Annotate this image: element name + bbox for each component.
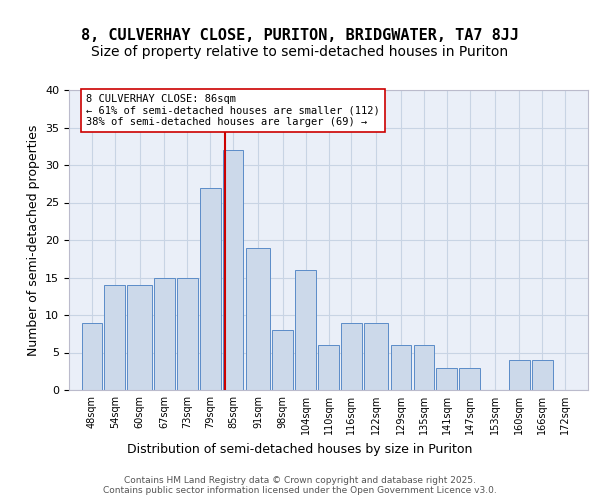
Bar: [272, 330, 293, 390]
Text: Contains HM Land Registry data © Crown copyright and database right 2025.
Contai: Contains HM Land Registry data © Crown c…: [103, 476, 497, 495]
Bar: [391, 345, 412, 390]
Bar: [177, 278, 197, 390]
Bar: [364, 322, 388, 390]
Text: Size of property relative to semi-detached houses in Puriton: Size of property relative to semi-detach…: [91, 45, 509, 59]
Bar: [413, 345, 434, 390]
Bar: [82, 322, 102, 390]
Bar: [223, 150, 244, 390]
Text: 8, CULVERHAY CLOSE, PURITON, BRIDGWATER, TA7 8JJ: 8, CULVERHAY CLOSE, PURITON, BRIDGWATER,…: [81, 28, 519, 42]
Bar: [104, 285, 125, 390]
Bar: [295, 270, 316, 390]
Bar: [154, 278, 175, 390]
Bar: [341, 322, 362, 390]
Bar: [245, 248, 270, 390]
Bar: [509, 360, 530, 390]
Y-axis label: Number of semi-detached properties: Number of semi-detached properties: [26, 124, 40, 356]
Bar: [318, 345, 339, 390]
Bar: [436, 368, 457, 390]
Bar: [200, 188, 221, 390]
Text: Distribution of semi-detached houses by size in Puriton: Distribution of semi-detached houses by …: [127, 442, 473, 456]
Bar: [460, 368, 480, 390]
Bar: [532, 360, 553, 390]
Bar: [127, 285, 152, 390]
Text: 8 CULVERHAY CLOSE: 86sqm
← 61% of semi-detached houses are smaller (112)
38% of : 8 CULVERHAY CLOSE: 86sqm ← 61% of semi-d…: [86, 94, 380, 127]
